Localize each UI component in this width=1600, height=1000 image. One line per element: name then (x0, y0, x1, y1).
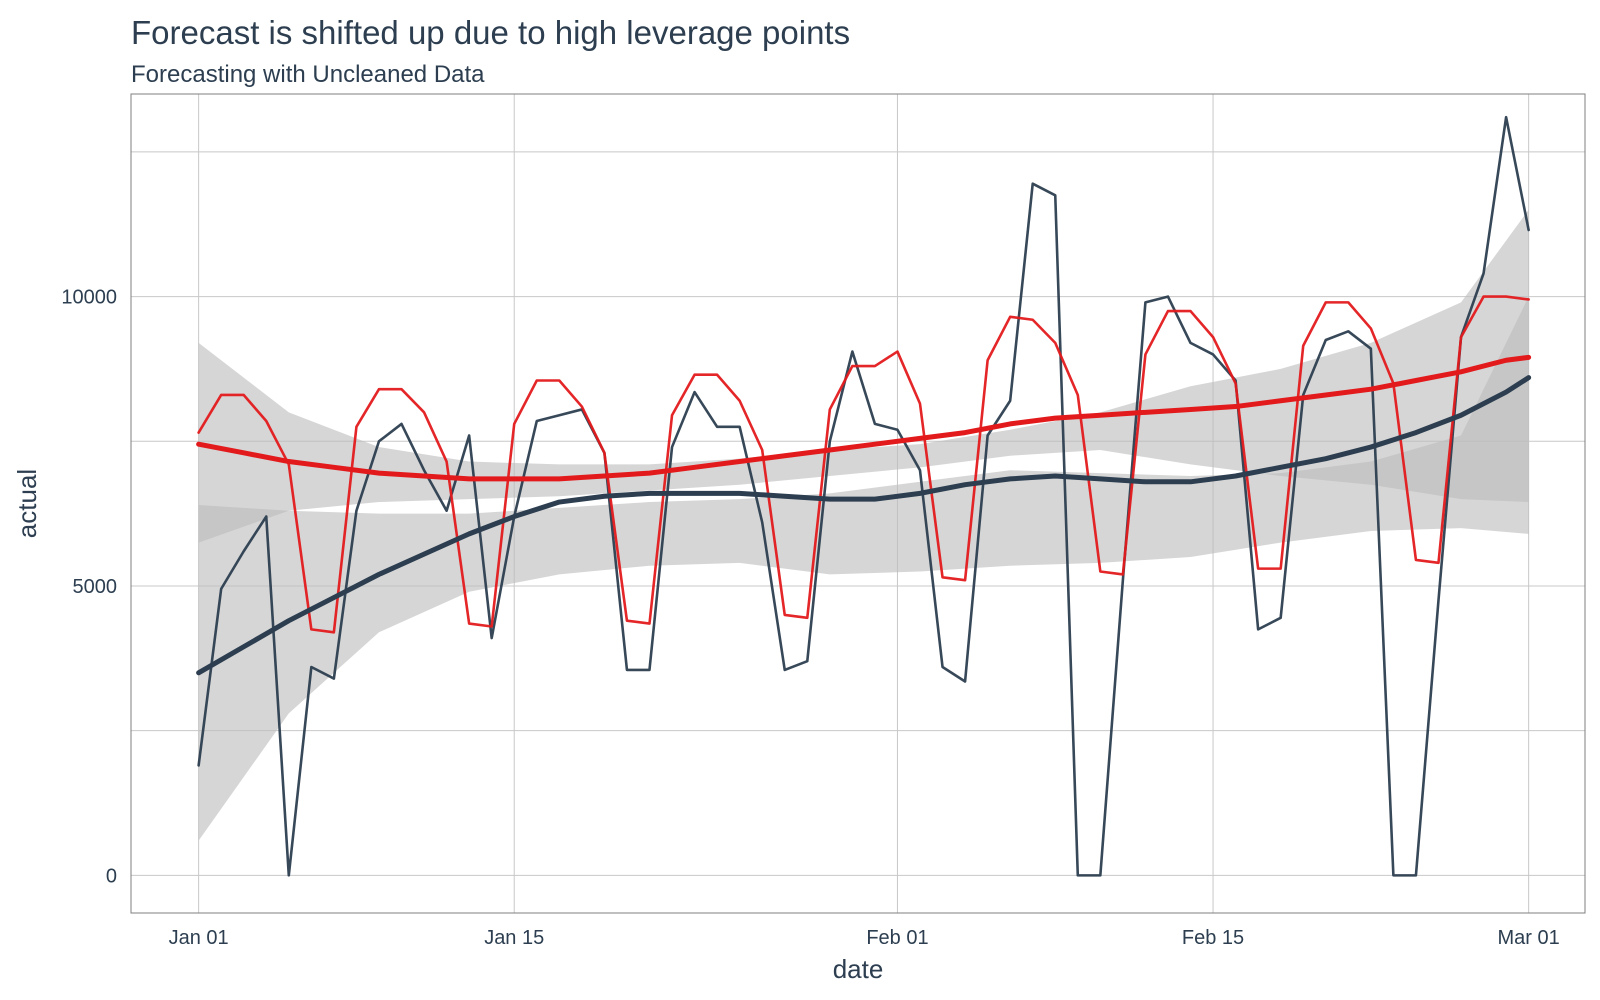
line-layer (197, 115, 1530, 877)
axis-layer: 0 5000 10000 Jan 01 Jan 15 Feb 01 Feb 15 Mar 01 (61, 287, 1559, 949)
y-tick-label: 5000 (73, 576, 118, 598)
y-tick-label: 10000 (61, 287, 117, 309)
x-tick-label: Jan 01 (169, 927, 229, 949)
x-tick-label: Feb 01 (866, 927, 928, 949)
actual_smooth_band-area (198, 296, 1529, 841)
cleaned-line (197, 295, 1530, 634)
x-tick-label: Feb 15 (1182, 927, 1244, 949)
cleaned_smooth-line (196, 354, 1532, 482)
y-axis-title: actual (12, 469, 42, 538)
actual_smooth-line (196, 375, 1532, 676)
chart-title: Forecast is shifted up due to high lever… (131, 14, 851, 51)
x-tick-label: Mar 01 (1498, 927, 1560, 949)
plot-border (130, 93, 1586, 914)
cleaned_smooth_band-area (198, 209, 1529, 543)
chart-subtitle: Forecasting with Uncleaned Data (131, 61, 485, 88)
x-axis-title: date (833, 954, 884, 984)
smooth-layer (196, 354, 1532, 676)
y-tick-label: 0 (106, 865, 117, 887)
band-layer (198, 209, 1529, 841)
x-tick-label: Jan 15 (484, 927, 544, 949)
actual-line (197, 115, 1530, 877)
